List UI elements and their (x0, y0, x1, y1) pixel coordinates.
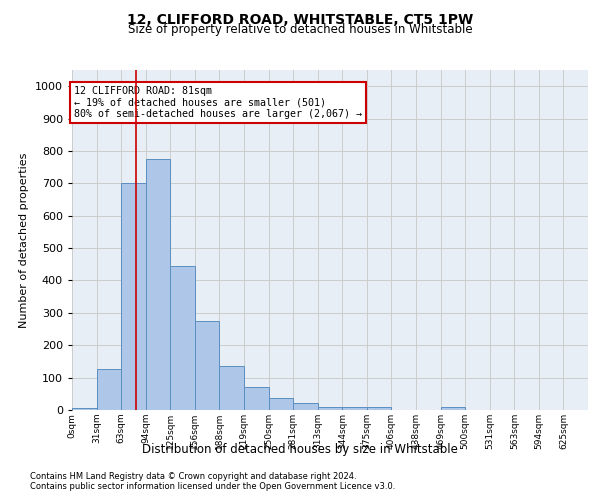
Bar (121, 184, 146, 410)
Bar (440, 408, 465, 410)
Text: Size of property relative to detached houses in Whitstable: Size of property relative to detached ho… (128, 22, 472, 36)
Bar (72, 408, 97, 410)
Bar (170, 266, 195, 410)
Text: 12, CLIFFORD ROAD, WHITSTABLE, CT5 1PW: 12, CLIFFORD ROAD, WHITSTABLE, CT5 1PW (127, 12, 473, 26)
Text: Contains public sector information licensed under the Open Government Licence v3: Contains public sector information licen… (30, 482, 395, 491)
Bar (97, 368, 121, 410)
Text: Distribution of detached houses by size in Whitstable: Distribution of detached houses by size … (142, 442, 458, 456)
Text: Contains HM Land Registry data © Crown copyright and database right 2024.: Contains HM Land Registry data © Crown c… (30, 472, 356, 481)
Text: 12 CLIFFORD ROAD: 81sqm
← 19% of detached houses are smaller (501)
80% of semi-d: 12 CLIFFORD ROAD: 81sqm ← 19% of detache… (74, 86, 362, 120)
Bar (220, 366, 244, 410)
Bar (342, 407, 367, 410)
Bar (269, 398, 293, 410)
Bar (195, 321, 220, 410)
Bar (244, 388, 269, 410)
Bar (318, 407, 342, 410)
Bar (367, 408, 391, 410)
Bar (146, 159, 170, 410)
Bar (293, 403, 318, 410)
Y-axis label: Number of detached properties: Number of detached properties (19, 152, 29, 328)
